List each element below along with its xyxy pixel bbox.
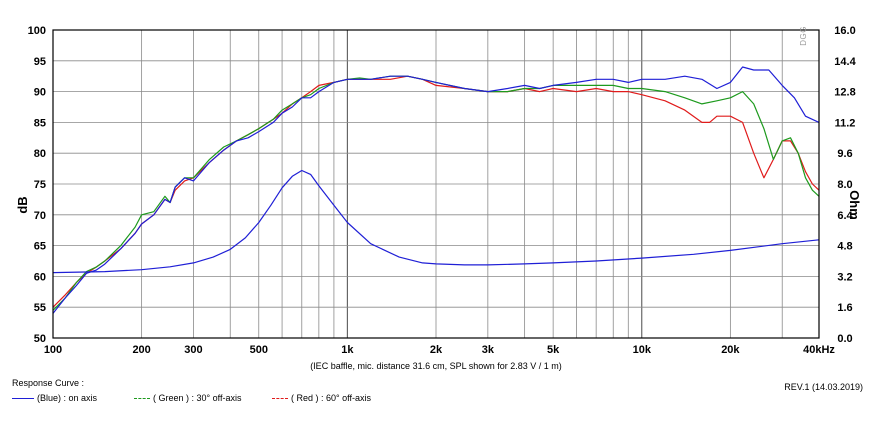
legend-label-red: ( Red ) : 60° off-axis xyxy=(291,393,371,403)
y2-tick-label: 3.2 xyxy=(837,271,852,283)
revision-label: REV.1 (14.03.2019) xyxy=(784,382,863,392)
x-tick-label: 20k xyxy=(721,344,740,356)
grid xyxy=(53,30,819,338)
y2-tick-label: 0.0 xyxy=(837,333,852,345)
x-tick-label: 200 xyxy=(132,344,150,356)
x-tick-label: 1k xyxy=(341,344,354,356)
y2-tick-label: 9.6 xyxy=(837,148,852,160)
curves xyxy=(52,66,820,314)
legend-item-blue: (Blue) : on axis xyxy=(12,393,97,403)
y-tick-label: 60 xyxy=(34,271,46,283)
x-tick-label: 40kHz xyxy=(803,344,835,356)
x-tick-label: 500 xyxy=(250,344,268,356)
y-tick-label: 55 xyxy=(34,302,46,314)
legend-item-red: ( Red ) : 60° off-axis xyxy=(272,393,371,403)
y2-axis-title: Ohm xyxy=(847,190,862,220)
x-tick-label: 3k xyxy=(482,344,495,356)
y2-tick-label: 6.4 xyxy=(837,210,853,222)
y-tick-label: 65 xyxy=(34,241,46,253)
y-tick-label: 100 xyxy=(28,25,46,37)
legend-swatch-red xyxy=(272,397,288,399)
legend-label-blue: (Blue) : on axis xyxy=(37,393,98,403)
x-tick-label: 5k xyxy=(547,344,560,356)
y2-tick-label: 4.8 xyxy=(837,241,852,253)
legend-item-green: ( Green ) : 30° off-axis xyxy=(134,393,241,403)
y-tick-label: 75 xyxy=(34,179,46,191)
x-tick-label: 100 xyxy=(44,344,62,356)
y2-tick-label: 11.2 xyxy=(835,117,856,129)
legend-label-green: ( Green ) : 30° off-axis xyxy=(153,393,242,403)
watermark: DGG xyxy=(799,26,808,46)
y2-tick-label: 16.0 xyxy=(834,25,855,37)
legend-swatch-blue xyxy=(12,397,34,399)
legend-swatch-green xyxy=(134,397,150,399)
x-tick-label: 300 xyxy=(184,344,202,356)
y-tick-label: 95 xyxy=(34,56,46,68)
legend-title: Response Curve : xyxy=(12,378,85,388)
x-tick-label: 2k xyxy=(430,344,443,356)
y-tick-label: 90 xyxy=(34,87,46,99)
x-tick-label: 10k xyxy=(633,344,652,356)
curve-on-axis xyxy=(52,66,820,314)
x-tick-labels: 100 200 300 500 1k 2k 3k 5k 10k 20k 40kHz xyxy=(44,344,836,356)
y2-tick-labels: 0.0 1.6 3.2 4.8 6.4 8.0 9.6 11.2 12.8 14.4 16.0 xyxy=(834,25,856,345)
y-axis-title: dB xyxy=(15,196,30,213)
y2-tick-label: 14.4 xyxy=(834,56,856,68)
y-tick-labels: 50 55 60 65 70 75 80 85 90 95 100 xyxy=(28,25,46,345)
plot-frame xyxy=(52,29,820,339)
y-tick-label: 50 xyxy=(34,333,46,345)
y2-tick-label: 1.6 xyxy=(837,302,852,314)
y-tick-label: 70 xyxy=(34,210,46,222)
y-tick-label: 80 xyxy=(34,148,46,160)
y2-tick-label: 8.0 xyxy=(837,179,852,191)
y2-tick-label: 12.8 xyxy=(834,87,855,99)
y-tick-label: 85 xyxy=(34,117,46,129)
chart-caption: (IEC baffle, mic. distance 31.6 cm, SPL … xyxy=(310,361,562,371)
curve-impedance xyxy=(52,169,820,274)
